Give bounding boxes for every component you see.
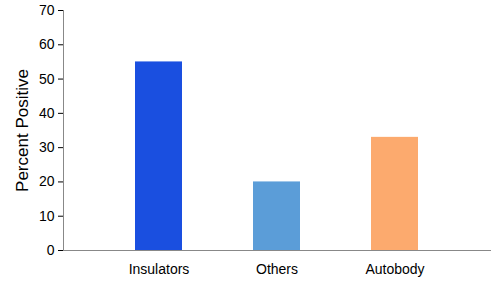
svg-text:20: 20 [39, 173, 55, 189]
svg-text:70: 70 [39, 2, 55, 18]
svg-text:60: 60 [39, 36, 55, 52]
svg-text:Percent Positive: Percent Positive [13, 69, 32, 192]
svg-text:0: 0 [47, 242, 55, 258]
svg-text:Others: Others [256, 261, 298, 277]
svg-text:40: 40 [39, 105, 55, 121]
svg-text:10: 10 [39, 208, 55, 224]
svg-text:50: 50 [39, 71, 55, 87]
svg-text:Autobody: Autobody [365, 261, 424, 277]
svg-text:Insulators: Insulators [129, 261, 190, 277]
svg-text:30: 30 [39, 139, 55, 155]
